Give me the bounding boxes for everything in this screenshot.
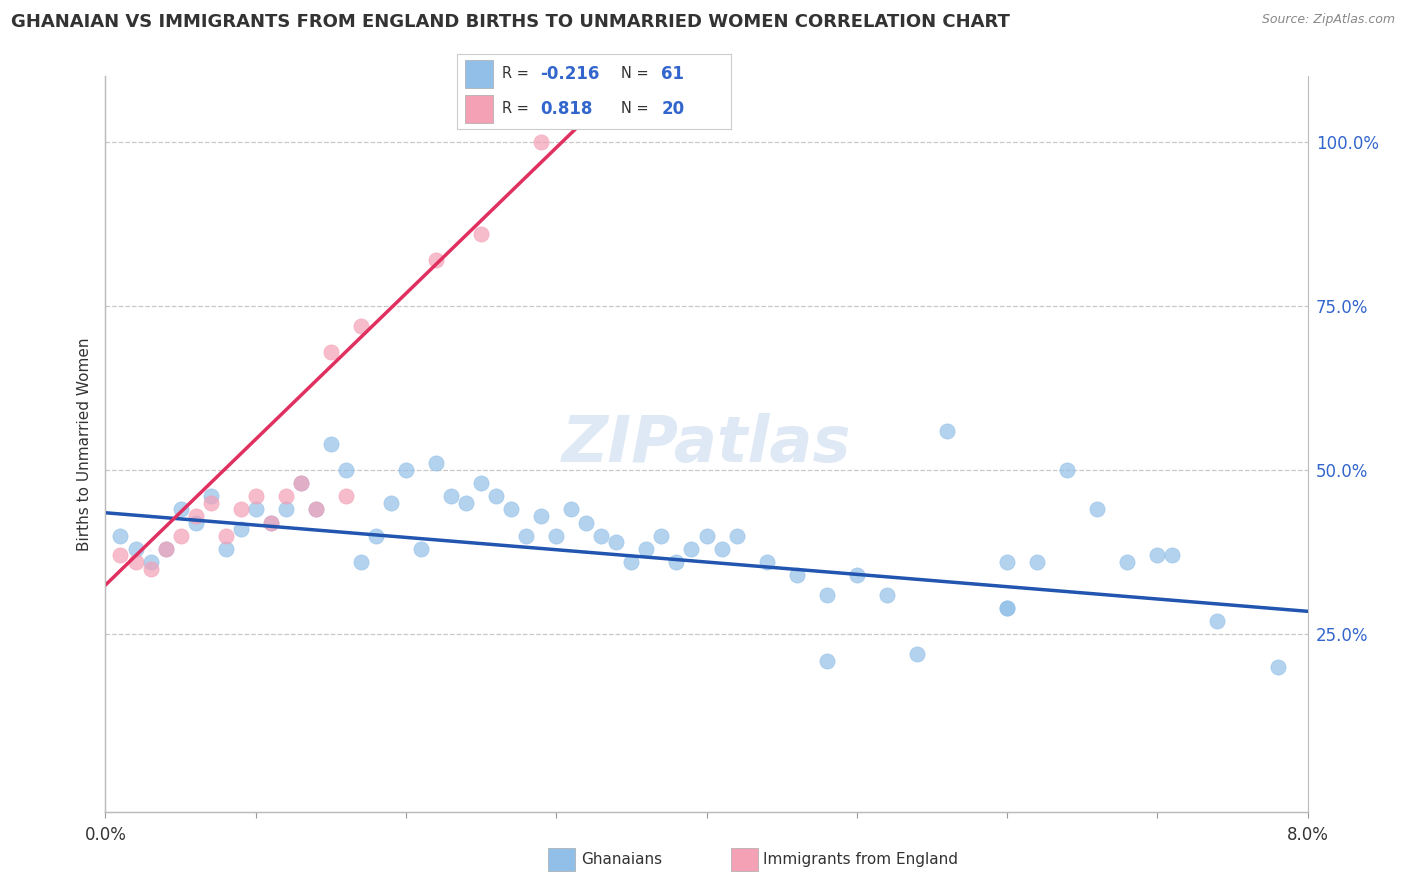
Point — [815, 654, 838, 668]
Point — [710, 541, 733, 556]
Point — [200, 489, 222, 503]
Text: N =: N = — [621, 102, 654, 116]
Point — [995, 601, 1018, 615]
Point — [155, 541, 177, 556]
Point — [214, 541, 236, 556]
Point — [515, 529, 537, 543]
Point — [245, 502, 267, 516]
Point — [425, 252, 447, 267]
Point — [560, 502, 582, 516]
Point — [274, 502, 297, 516]
Text: N =: N = — [621, 67, 654, 81]
Text: R =: R = — [502, 102, 534, 116]
Point — [169, 529, 191, 543]
Point — [636, 541, 658, 556]
Text: R =: R = — [502, 67, 534, 81]
Point — [665, 555, 688, 569]
Point — [1085, 502, 1108, 516]
Text: ZIPatlas: ZIPatlas — [562, 413, 851, 475]
Point — [1206, 614, 1229, 628]
Point — [260, 516, 283, 530]
Point — [124, 555, 146, 569]
Text: -0.216: -0.216 — [540, 65, 600, 83]
Point — [305, 502, 328, 516]
Point — [725, 529, 748, 543]
Point — [319, 344, 342, 359]
Point — [124, 541, 146, 556]
Point — [905, 647, 928, 661]
Point — [786, 568, 808, 582]
Point — [260, 516, 283, 530]
Point — [454, 496, 477, 510]
Point — [546, 529, 568, 543]
Point — [936, 424, 959, 438]
Text: Ghanaians: Ghanaians — [581, 852, 662, 867]
Point — [335, 463, 357, 477]
Point — [364, 529, 387, 543]
Point — [409, 541, 432, 556]
Point — [1026, 555, 1049, 569]
Point — [485, 489, 508, 503]
Point — [575, 516, 598, 530]
Point — [650, 529, 672, 543]
Text: 61: 61 — [661, 65, 685, 83]
Bar — [465, 95, 492, 122]
Point — [335, 489, 357, 503]
Point — [229, 502, 252, 516]
Point — [184, 516, 207, 530]
Point — [200, 496, 222, 510]
Bar — [465, 61, 492, 87]
Point — [350, 555, 373, 569]
Point — [440, 489, 463, 503]
Point — [184, 509, 207, 524]
Point — [530, 135, 553, 149]
Point — [274, 489, 297, 503]
Point — [380, 496, 402, 510]
Point — [214, 529, 236, 543]
Point — [139, 561, 162, 575]
Text: Immigrants from England: Immigrants from England — [763, 852, 959, 867]
Text: Source: ZipAtlas.com: Source: ZipAtlas.com — [1261, 13, 1395, 27]
Point — [395, 463, 418, 477]
Point — [1161, 549, 1184, 563]
Point — [995, 601, 1018, 615]
Point — [155, 541, 177, 556]
Point — [139, 555, 162, 569]
Point — [290, 476, 312, 491]
Point — [350, 318, 373, 333]
Point — [110, 529, 132, 543]
Point — [290, 476, 312, 491]
Point — [620, 555, 643, 569]
Point — [530, 509, 553, 524]
Point — [995, 555, 1018, 569]
Point — [1116, 555, 1139, 569]
Point — [169, 502, 191, 516]
Point — [591, 529, 613, 543]
Text: GHANAIAN VS IMMIGRANTS FROM ENGLAND BIRTHS TO UNMARRIED WOMEN CORRELATION CHART: GHANAIAN VS IMMIGRANTS FROM ENGLAND BIRT… — [11, 13, 1010, 31]
Point — [876, 588, 898, 602]
Point — [470, 227, 492, 241]
Point — [755, 555, 778, 569]
Point — [470, 476, 492, 491]
Y-axis label: Births to Unmarried Women: Births to Unmarried Women — [76, 337, 91, 550]
Point — [681, 541, 703, 556]
Point — [229, 522, 252, 536]
Point — [245, 489, 267, 503]
Point — [501, 502, 523, 516]
Point — [1267, 660, 1289, 674]
Text: 0.818: 0.818 — [540, 100, 593, 118]
Text: 20: 20 — [661, 100, 685, 118]
Point — [1056, 463, 1078, 477]
Point — [815, 588, 838, 602]
Point — [605, 535, 627, 549]
Point — [305, 502, 328, 516]
Point — [845, 568, 868, 582]
Point — [696, 529, 718, 543]
Point — [319, 436, 342, 450]
Point — [425, 457, 447, 471]
Point — [110, 549, 132, 563]
Point — [1146, 549, 1168, 563]
